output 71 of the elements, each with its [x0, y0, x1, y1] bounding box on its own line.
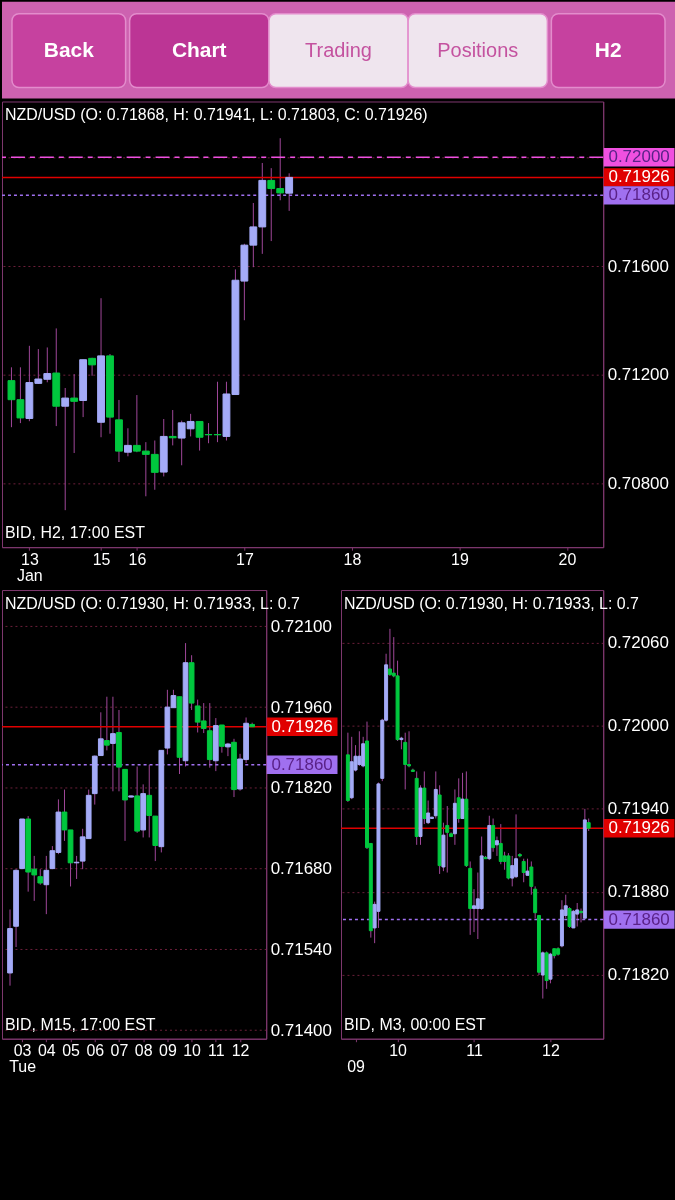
y-tick-label: 0.72100: [270, 616, 332, 636]
x-tick-label: 18: [343, 550, 362, 568]
x-tick-label: 10: [183, 1042, 202, 1060]
annotation: BID, M15, 17:00 EST: [4, 1015, 156, 1033]
candlestick: [491, 818, 496, 853]
candlestick: [225, 742, 231, 757]
candlestick: [70, 373, 79, 454]
ref-line-label: 0.71926: [608, 167, 670, 187]
x-tick-label: 20: [558, 550, 577, 568]
y-tick-label: 0.71680: [270, 859, 332, 879]
x-tick-label: 11: [466, 1042, 483, 1060]
y-tick-label: 0.71880: [607, 882, 669, 902]
candlestick: [460, 772, 465, 820]
candlestick: [387, 628, 392, 677]
x-tick-label: 10: [389, 1042, 408, 1060]
candlestick: [579, 908, 584, 923]
category-label: Positions: [437, 38, 519, 61]
x-tick-label: 17: [236, 550, 254, 568]
candlestick: [472, 888, 476, 933]
y-tick-label: 0.71540: [270, 939, 332, 959]
candlestick: [124, 427, 132, 457]
y-tick-label: 0.71940: [607, 799, 669, 819]
x-tick-label: 19: [451, 550, 469, 568]
x-tick-label: 08: [134, 1042, 153, 1060]
candlestick: [168, 409, 177, 446]
category-label: Chart: [171, 37, 227, 61]
y-tick-label: 0.71200: [607, 365, 669, 385]
chart-title: NZD/USD (O: 0.71868, H: 0.71941, L: 0.71803, C: 0.71926): [4, 106, 428, 124]
x-tick-label: 05: [62, 1042, 81, 1060]
candlestick: [219, 724, 225, 754]
x-tick-label: 11: [208, 1042, 225, 1060]
y-tick-label: 0.71600: [607, 256, 669, 276]
ref-line-label: 0.71860: [608, 909, 670, 929]
ref-line-label: 0.71860: [271, 754, 333, 774]
candlestick: [357, 730, 362, 767]
candlestick: [403, 732, 408, 790]
x-tick-label: 04: [37, 1042, 56, 1060]
y-tick-label: 0.71400: [270, 1020, 332, 1040]
candlestick: [575, 902, 580, 928]
x-tick-label: 06: [86, 1042, 105, 1060]
x-tick-label: 07: [110, 1042, 129, 1060]
ref-line-label: 0.71926: [608, 818, 670, 838]
y-tick-label: 0.72000: [607, 716, 669, 736]
x-tick-label: 13 Jan: [17, 550, 43, 584]
candlestick: [61, 387, 70, 511]
x-tick-label: 09: [159, 1042, 177, 1060]
y-tick-label: 0.71820: [270, 778, 332, 798]
x-tick-label: 09: [347, 1058, 366, 1076]
candlestick: [43, 855, 50, 915]
x-tick-label: 12: [542, 1042, 560, 1060]
category-label: H2: [594, 37, 622, 61]
candlestick: [104, 696, 110, 751]
y-tick-label: 0.72060: [607, 633, 669, 653]
y-tick-label: 0.70800: [607, 474, 669, 494]
y-tick-label: 0.71820: [607, 965, 669, 985]
x-tick-label: 15: [92, 550, 111, 568]
annotation: BID, M3, 00:00 EST: [343, 1015, 486, 1033]
ref-line-label: 0.71860: [608, 185, 670, 205]
category-label: Back: [43, 37, 95, 61]
candlestick: [88, 357, 96, 377]
annotation: BID, H2, 17:00 EST: [4, 524, 146, 542]
y-tick-label: 0.71960: [270, 697, 332, 717]
x-tick-label: 16: [128, 550, 147, 568]
category-label: Trading: [305, 38, 372, 61]
chart-title: NZD/USD (O: 0.71930, H: 0.71933, L: 0.7: [343, 594, 640, 612]
x-tick-label: 03 Tue: [9, 1042, 37, 1076]
chart-title: NZD/USD (O: 0.71930, H: 0.71933, L: 0.7: [4, 594, 301, 612]
ref-line-label: 0.71926: [271, 716, 333, 736]
x-tick-label: 12: [231, 1042, 250, 1060]
candlestick: [285, 172, 294, 212]
candlestick: [110, 696, 116, 792]
